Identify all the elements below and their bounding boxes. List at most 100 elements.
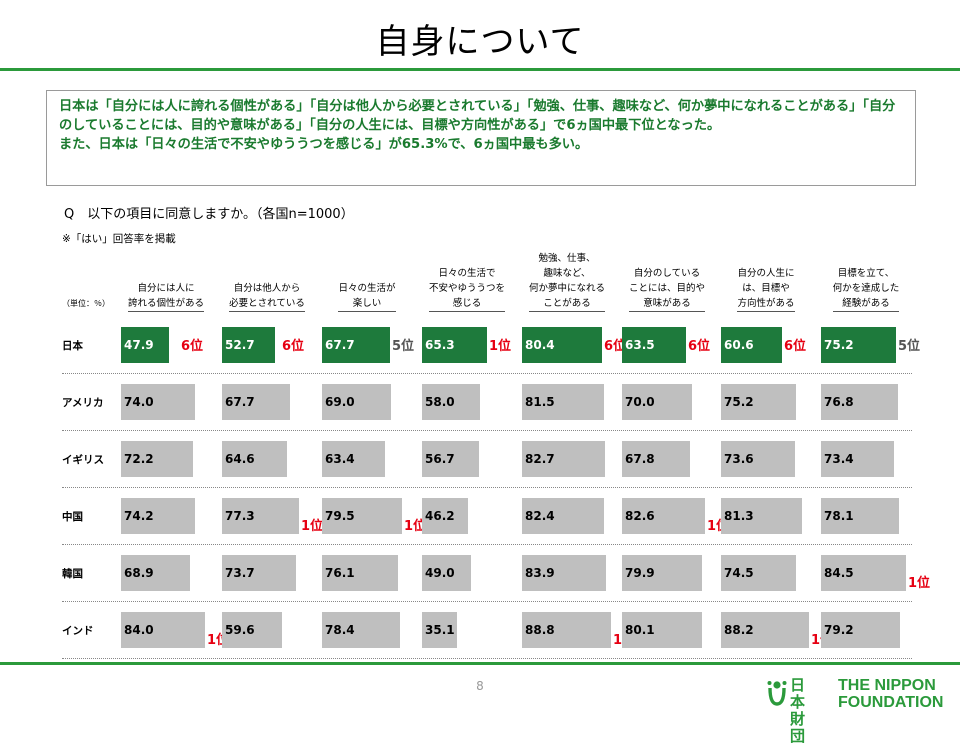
rank-label: 5位 [392, 339, 415, 354]
data-label: 70.0 [625, 395, 655, 409]
rank-label: 6位 [282, 339, 305, 354]
column-header-label: 目標を立て、 何かを達成した 経験がある [832, 266, 900, 312]
column-header: 日々の生活が 楽しい [318, 240, 416, 312]
rank-label: 6位 [604, 339, 627, 354]
data-label: 74.2 [124, 509, 154, 523]
data-label: 65.3 [425, 338, 455, 352]
summary-line-2: また、日本は「日々の生活で不安やゆううつを感じる」が65.3%で、6ヵ国中最も多… [59, 137, 589, 152]
data-label: 60.6 [724, 338, 754, 352]
column-header-label: 日々の生活で 不安やゆううつを 感じる [428, 266, 505, 312]
column-header-label: 自分には人に 誇れる個性がある [127, 281, 204, 312]
data-bar: 73.4 [821, 441, 894, 477]
page-title: 自身について [375, 22, 585, 62]
data-label: 81.5 [525, 395, 555, 409]
data-label: 75.2 [724, 395, 754, 409]
country-label: 韓国 [62, 568, 83, 580]
row-separator [62, 544, 912, 545]
rank-label: 1位 [301, 519, 324, 534]
data-bar: 80.4 [522, 327, 602, 363]
data-label: 80.4 [525, 338, 555, 352]
data-bar: 76.1 [322, 555, 398, 591]
data-bar: 75.2 [721, 384, 796, 420]
data-label: 82.6 [625, 509, 655, 523]
data-label: 56.7 [425, 452, 455, 466]
data-label: 73.4 [824, 452, 854, 466]
data-label: 88.8 [525, 623, 555, 637]
data-bar: 79.5 [322, 498, 402, 534]
rank-label: 1位 [404, 519, 427, 534]
data-label: 74.5 [724, 566, 754, 580]
column-header-label: 日々の生活が 楽しい [338, 281, 396, 312]
data-bar: 77.3 [222, 498, 299, 534]
data-label: 63.4 [325, 452, 355, 466]
column-header: 勉強、仕事、 趣味など、 何か夢中になれる ことがある [518, 240, 616, 312]
data-bar: 67.8 [622, 441, 690, 477]
data-bar: 60.6 [721, 327, 782, 363]
data-bar: 88.8 [522, 612, 611, 648]
data-label: 82.4 [525, 509, 555, 523]
data-label: 78.1 [824, 509, 854, 523]
data-bar: 82.7 [522, 441, 605, 477]
data-bar: 58.0 [422, 384, 480, 420]
logo-english-text: THE NIPPON FOUNDATION [838, 677, 944, 711]
row-separator [62, 487, 912, 488]
footer-rule [0, 662, 960, 665]
data-bar: 69.0 [322, 384, 391, 420]
data-bar: 74.0 [121, 384, 195, 420]
data-bar: 67.7 [322, 327, 390, 363]
data-label: 67.7 [325, 338, 355, 352]
column-header: 自分の人生に は、目標や 方向性がある [717, 240, 815, 312]
country-label: アメリカ [62, 397, 104, 409]
data-label: 77.3 [225, 509, 255, 523]
rank-label: 5位 [898, 339, 921, 354]
data-label: 63.5 [625, 338, 655, 352]
data-label: 84.5 [824, 566, 854, 580]
data-label: 68.9 [124, 566, 154, 580]
data-bar: 88.2 [721, 612, 809, 648]
data-label: 35.1 [425, 623, 455, 637]
data-label: 72.2 [124, 452, 154, 466]
data-bar: 81.5 [522, 384, 604, 420]
rank-label: 1位 [908, 576, 931, 591]
data-bar: 49.0 [422, 555, 471, 591]
data-bar: 83.9 [522, 555, 606, 591]
column-header: 目標を立て、 何かを達成した 経験がある [817, 240, 915, 312]
data-label: 82.7 [525, 452, 555, 466]
data-label: 79.2 [824, 623, 854, 637]
data-label: 88.2 [724, 623, 754, 637]
data-bar: 79.9 [622, 555, 702, 591]
data-bar: 64.6 [222, 441, 287, 477]
data-label: 67.7 [225, 395, 255, 409]
data-bar: 65.3 [422, 327, 487, 363]
column-header-label: 自分のしている ことには、目的や 意味がある [628, 266, 705, 312]
data-label: 73.7 [225, 566, 255, 580]
data-bar: 35.1 [422, 612, 457, 648]
country-label: 日本 [62, 340, 83, 352]
data-bar: 79.2 [821, 612, 900, 648]
data-bar: 82.6 [622, 498, 705, 534]
data-bar: 56.7 [422, 441, 479, 477]
country-label: 中国 [62, 511, 83, 523]
data-bar: 67.7 [222, 384, 290, 420]
data-bar: 52.7 [222, 327, 275, 363]
data-bar: 73.6 [721, 441, 795, 477]
data-label: 83.9 [525, 566, 555, 580]
rank-label: 6位 [181, 339, 204, 354]
data-bar: 74.2 [121, 498, 195, 534]
column-header: 日々の生活で 不安やゆううつを 感じる [418, 240, 516, 312]
foundation-logo-icon [767, 681, 787, 706]
question-text: Q 以下の項目に同意しますか。（各国n=1000） [64, 207, 354, 222]
data-bar: 84.5 [821, 555, 906, 591]
summary-line-1: 日本は「自分には人に誇れる個性がある」「自分は他人から必要とされている」「勉強、… [59, 99, 896, 133]
row-separator [62, 373, 912, 374]
data-bar: 47.9 [121, 327, 169, 363]
note-text: ※「はい」回答率を掲載 [62, 233, 176, 245]
data-bar: 78.4 [322, 612, 400, 648]
data-label: 73.6 [724, 452, 754, 466]
row-separator [62, 430, 912, 431]
data-bar: 68.9 [121, 555, 190, 591]
data-bar: 81.3 [721, 498, 802, 534]
summary-box: 日本は「自分には人に誇れる個性がある」「自分は他人から必要とされている」「勉強、… [46, 90, 916, 186]
data-bar: 46.2 [422, 498, 468, 534]
data-label: 84.0 [124, 623, 154, 637]
